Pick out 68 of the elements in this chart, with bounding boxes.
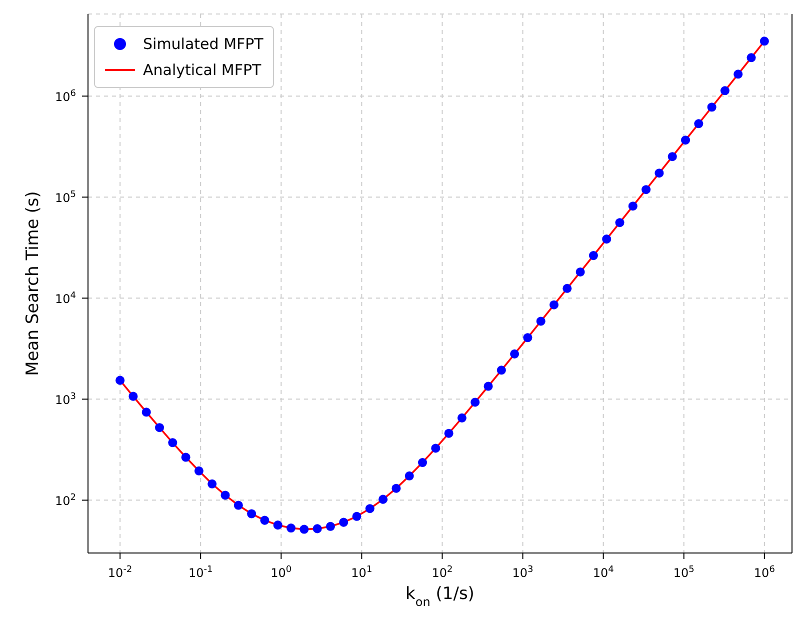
point: [457, 413, 466, 422]
point: [128, 392, 138, 401]
point: [365, 504, 374, 514]
point: [431, 444, 440, 453]
legend-label: Analytical MFPT: [143, 60, 262, 81]
x-tick-label: 10$^{1}$: [351, 565, 372, 580]
point: [392, 484, 401, 493]
point: [550, 300, 559, 310]
x-tick-label: 10$^{0}$: [270, 565, 292, 580]
point: [562, 284, 572, 293]
point: [404, 471, 414, 480]
point: [300, 524, 309, 534]
point: [168, 438, 178, 448]
point: [326, 522, 335, 531]
point: [181, 452, 190, 462]
point: [510, 349, 520, 358]
point: [576, 267, 585, 276]
point: [668, 152, 677, 162]
x-tick-label: 10$^{4}$: [592, 565, 614, 580]
point: [418, 458, 428, 468]
point: [746, 53, 756, 62]
point: [628, 202, 638, 211]
point: [694, 119, 704, 128]
x-axis-title: k$_{on}$ (1/s): [406, 584, 474, 609]
point: [470, 398, 480, 407]
point: [707, 102, 716, 112]
point: [339, 518, 348, 527]
y-axis-title: Mean Search Time (s): [23, 191, 43, 376]
point: [523, 333, 532, 342]
point: [760, 36, 769, 46]
point: [496, 366, 506, 375]
point: [154, 423, 164, 432]
y-tick-label: 10$^{2}$: [54, 493, 76, 508]
point: [220, 490, 230, 500]
point: [681, 136, 690, 145]
point: [352, 512, 362, 521]
point: [536, 316, 546, 326]
point: [615, 218, 624, 228]
point: [734, 70, 743, 79]
point: [312, 524, 322, 534]
point: [602, 234, 612, 244]
point: [273, 520, 282, 530]
x-tick-label: 10$^{-1}$: [188, 565, 213, 580]
point: [247, 509, 256, 518]
y-tick-label: 10$^{6}$: [54, 89, 76, 104]
point: [260, 516, 270, 525]
point: [286, 524, 296, 533]
point: [234, 500, 243, 510]
point: [116, 376, 125, 385]
point: [484, 382, 493, 391]
legend-label: Simulated MFPT: [143, 34, 264, 55]
point: [642, 185, 651, 194]
y-tick-label: 10$^{5}$: [54, 190, 76, 206]
x-tick-label: 10$^{3}$: [512, 565, 534, 580]
point: [378, 494, 388, 504]
point: [142, 408, 151, 417]
point: [654, 168, 664, 178]
y-tick-label: 10$^{3}$: [54, 392, 76, 408]
point: [194, 466, 204, 476]
point: [208, 479, 217, 488]
x-tick-label: 10$^{2}$: [432, 565, 453, 580]
x-tick-label: 10$^{6}$: [754, 565, 776, 580]
point: [720, 86, 730, 96]
point: [588, 251, 598, 260]
x-tick-label: 10$^{-2}$: [108, 565, 132, 580]
x-tick-label: 10$^{5}$: [673, 565, 694, 580]
y-tick-label: 10$^{4}$: [54, 291, 76, 306]
point: [444, 428, 454, 438]
